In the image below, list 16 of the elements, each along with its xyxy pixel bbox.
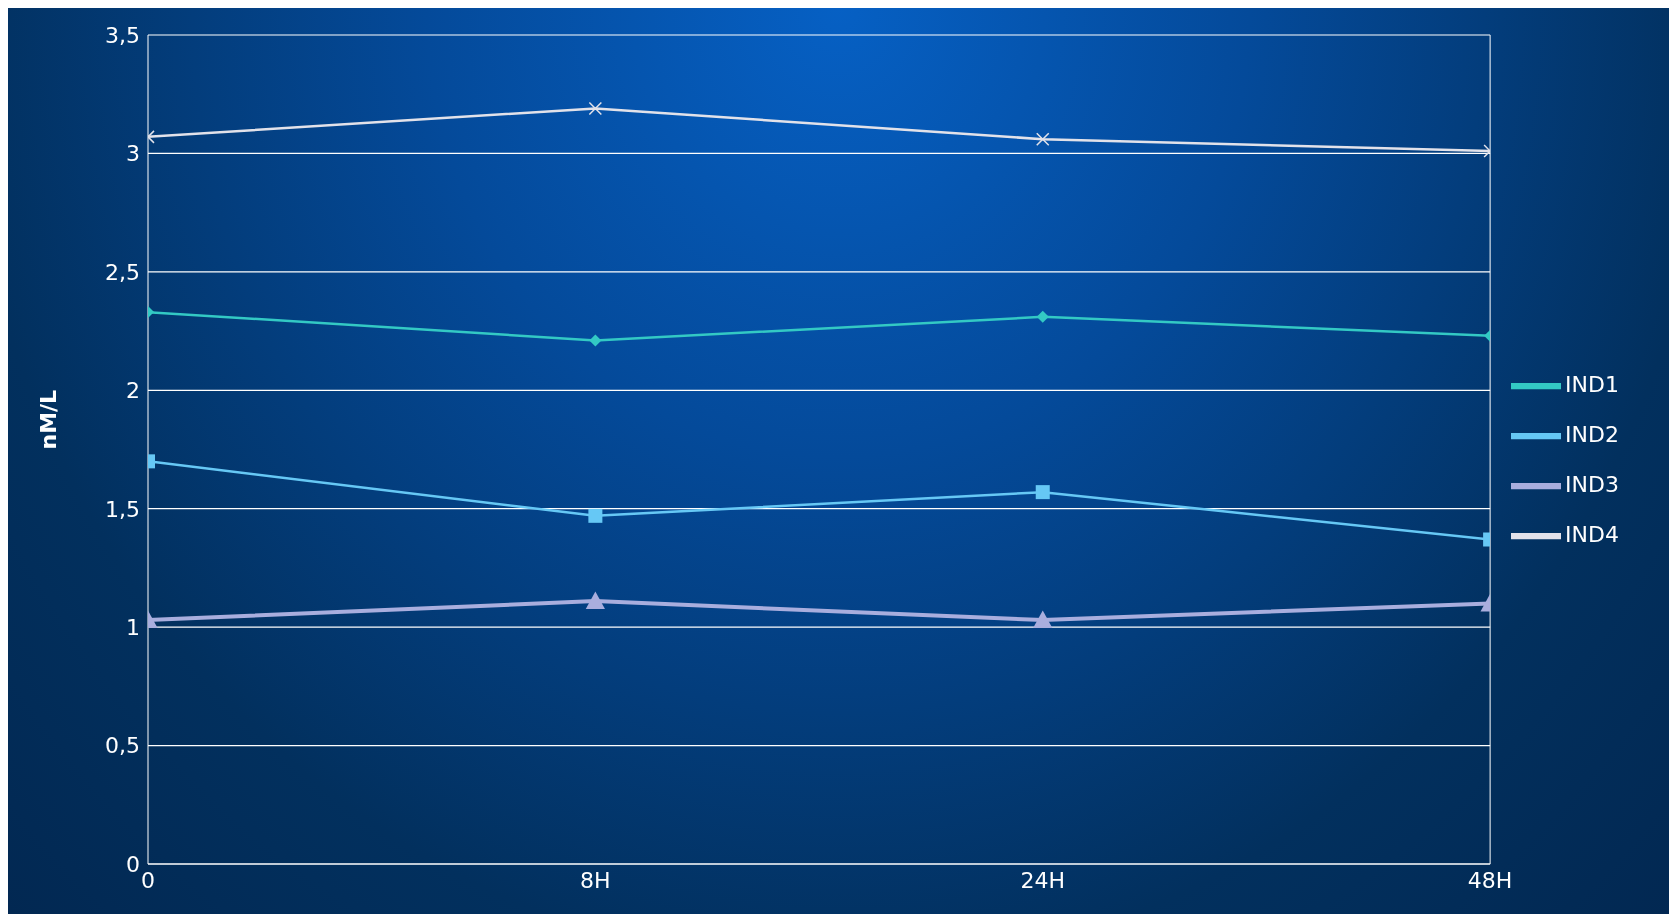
y-tick-label: 1,5 — [105, 496, 140, 522]
legend-label: IND1 — [1565, 372, 1619, 397]
y-tick-label: 3,5 — [105, 22, 140, 48]
x-tick-label: 48H — [1467, 867, 1513, 893]
legend-label: IND3 — [1565, 472, 1619, 497]
y-axis-title: nM/L — [35, 389, 61, 450]
legend-label: IND2 — [1565, 422, 1619, 447]
y-tick-label: 0 — [126, 851, 140, 877]
x-tick-label: 24H — [1020, 867, 1066, 893]
y-tick-label: 2 — [126, 378, 140, 404]
legend-label: IND4 — [1565, 522, 1619, 547]
y-tick-label: 1 — [126, 614, 140, 640]
y-tick-label: 0,5 — [105, 733, 140, 759]
y-tick-label: 2,5 — [105, 259, 140, 285]
y-tick-label: 3 — [126, 141, 140, 167]
x-tick-label: 8H — [580, 867, 611, 893]
